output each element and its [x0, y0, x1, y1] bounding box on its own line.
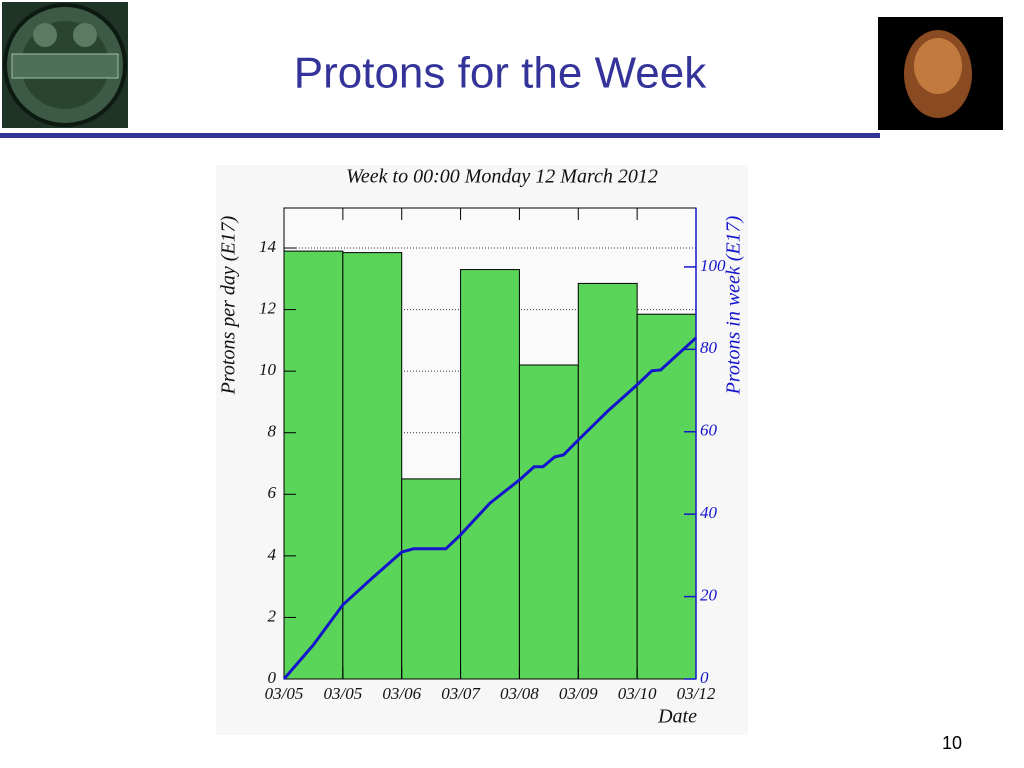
- histogram-bar: [577, 282, 638, 680]
- y-tick-label: 12: [259, 298, 277, 317]
- y2-tick-label: 80: [700, 338, 718, 357]
- y2-tick-label: 20: [700, 585, 718, 604]
- histogram-bar: [401, 478, 462, 680]
- x-tick-label: 03/12: [677, 684, 716, 703]
- y-tick-label: 10: [259, 360, 277, 379]
- y-axis-label: Protons per day (E17): [218, 215, 240, 395]
- x-tick-label: 03/06: [382, 684, 421, 703]
- page-number: 10: [942, 733, 962, 753]
- y-tick-label: 0: [268, 668, 277, 687]
- x-axis-label: Date: [657, 706, 697, 728]
- histogram-bar: [342, 252, 403, 680]
- header-rule: [0, 133, 880, 138]
- y-tick-label: 4: [268, 545, 277, 564]
- chart-title: Week to 00:00 Monday 12 March 2012: [346, 166, 658, 188]
- y-tick-label: 14: [259, 237, 277, 256]
- x-tick-label: 03/09: [559, 684, 598, 703]
- slide-title: Protons for the Week: [294, 49, 708, 98]
- y2-axis-label: Protons in week (E17): [723, 215, 745, 395]
- x-tick-label: 03/07: [441, 684, 481, 703]
- histogram-bar: [460, 269, 520, 680]
- y2-tick-label: 60: [700, 421, 718, 440]
- y-tick-label: 6: [268, 483, 277, 502]
- logo-right: [878, 17, 1003, 130]
- x-tick-label: 03/05: [323, 684, 362, 703]
- y-tick-label: 2: [268, 606, 277, 625]
- y-tick-label: 8: [268, 422, 277, 441]
- x-tick-label: 03/08: [500, 684, 539, 703]
- cumulative-line: [282, 336, 698, 680]
- histogram-bar: [518, 364, 579, 680]
- x-tick-label: 03/10: [618, 684, 657, 703]
- x-tick-label: 03/05: [265, 684, 304, 703]
- y2-tick-label: 40: [700, 503, 718, 522]
- y2-tick-label: 100: [700, 256, 726, 275]
- histogram-bar: [636, 313, 697, 680]
- logo-left: [2, 2, 128, 128]
- y2-tick-label: 0: [700, 668, 709, 687]
